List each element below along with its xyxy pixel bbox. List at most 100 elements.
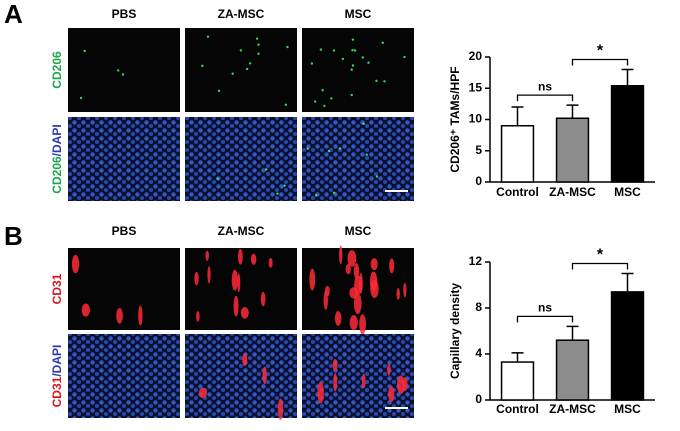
stain bbox=[341, 57, 345, 61]
panel-label: A bbox=[4, 0, 23, 29]
stain bbox=[403, 55, 406, 59]
stain bbox=[268, 257, 273, 268]
stain bbox=[353, 262, 360, 280]
stain bbox=[345, 263, 351, 275]
stain bbox=[260, 291, 266, 307]
stain bbox=[361, 373, 366, 389]
stain bbox=[238, 248, 243, 265]
stain bbox=[194, 271, 199, 286]
stain bbox=[333, 191, 336, 194]
stain bbox=[388, 385, 395, 403]
stain bbox=[201, 64, 204, 68]
significance-label: * bbox=[597, 247, 604, 264]
stain bbox=[265, 168, 268, 171]
stain bbox=[231, 72, 234, 75]
row-label-part: CD206 bbox=[50, 51, 64, 89]
significance-label: * bbox=[597, 43, 604, 60]
stain bbox=[351, 38, 355, 41]
significance-bracket bbox=[516, 315, 574, 323]
stain bbox=[383, 80, 386, 83]
x-tick-label: ZA-MSC bbox=[549, 402, 596, 416]
stain bbox=[349, 287, 358, 299]
stain bbox=[370, 258, 378, 271]
significance-label: ns bbox=[538, 79, 552, 93]
stain bbox=[317, 381, 324, 404]
x-tick-label: ZA-MSC bbox=[549, 185, 596, 199]
stain bbox=[361, 56, 364, 59]
stain bbox=[396, 287, 400, 300]
stain bbox=[309, 268, 316, 291]
row-label-part: CD31 bbox=[50, 273, 64, 304]
stain bbox=[217, 89, 221, 93]
y-tick-label: 15 bbox=[469, 80, 483, 94]
stain bbox=[121, 73, 125, 76]
micrograph bbox=[185, 117, 297, 201]
stain bbox=[359, 314, 367, 335]
stain bbox=[231, 269, 238, 291]
y-tick-label: 0 bbox=[475, 174, 482, 188]
stain bbox=[250, 253, 257, 265]
stain bbox=[245, 67, 249, 71]
significance-bracket bbox=[571, 58, 629, 66]
micrograph bbox=[302, 28, 414, 112]
micrograph bbox=[68, 28, 180, 112]
stain bbox=[284, 103, 287, 106]
stain bbox=[369, 271, 378, 291]
stain bbox=[334, 310, 342, 326]
stain bbox=[351, 64, 355, 67]
stain bbox=[350, 93, 353, 97]
row-label: CD31/DAPI bbox=[50, 345, 64, 408]
stain bbox=[138, 305, 143, 326]
bar bbox=[555, 339, 590, 401]
stain bbox=[306, 147, 309, 150]
stain bbox=[347, 250, 357, 267]
stain bbox=[321, 88, 324, 92]
x-tick-label: MSC bbox=[614, 402, 641, 416]
y-tick-label: 8 bbox=[475, 300, 482, 314]
stain bbox=[362, 122, 365, 125]
stain bbox=[323, 290, 328, 310]
stain bbox=[277, 398, 284, 420]
stain bbox=[255, 37, 259, 40]
stain bbox=[276, 192, 279, 195]
micrograph bbox=[68, 334, 180, 418]
bar bbox=[500, 125, 535, 183]
micrograph bbox=[68, 117, 180, 201]
column-header: MSC bbox=[345, 7, 372, 21]
stain bbox=[387, 363, 391, 376]
y-axis-label: CD206⁺ TAMs/HPF bbox=[448, 66, 462, 172]
stain bbox=[207, 266, 211, 284]
stain bbox=[81, 303, 90, 317]
stain bbox=[196, 311, 200, 322]
y-tick-label: 10 bbox=[469, 112, 483, 126]
stain bbox=[116, 307, 123, 324]
y-tick-label: 20 bbox=[469, 49, 483, 63]
stain bbox=[206, 35, 210, 38]
x-tick-label: Control bbox=[496, 185, 539, 199]
stain bbox=[257, 43, 260, 46]
stain bbox=[333, 373, 338, 392]
stain bbox=[310, 62, 314, 65]
column-header: ZA-MSC bbox=[218, 224, 265, 238]
column-header: MSC bbox=[345, 224, 372, 238]
y-tick-label: 12 bbox=[469, 254, 483, 268]
stain bbox=[402, 377, 408, 392]
micrograph bbox=[302, 117, 414, 201]
y-tick-label: 0 bbox=[475, 392, 482, 406]
stain bbox=[313, 100, 317, 103]
stain bbox=[239, 49, 243, 52]
stain bbox=[375, 79, 378, 83]
row-label-part: CD31 bbox=[50, 376, 64, 407]
column-header: ZA-MSC bbox=[218, 7, 265, 21]
stain bbox=[257, 52, 260, 55]
row-label: CD206/DAPI bbox=[50, 124, 64, 193]
stain bbox=[79, 96, 83, 100]
x-tick-label: MSC bbox=[614, 185, 641, 199]
stain bbox=[375, 175, 379, 178]
stain bbox=[83, 49, 86, 53]
stain bbox=[353, 49, 357, 52]
stain bbox=[396, 375, 405, 395]
stain bbox=[117, 69, 120, 72]
stain bbox=[351, 49, 354, 52]
